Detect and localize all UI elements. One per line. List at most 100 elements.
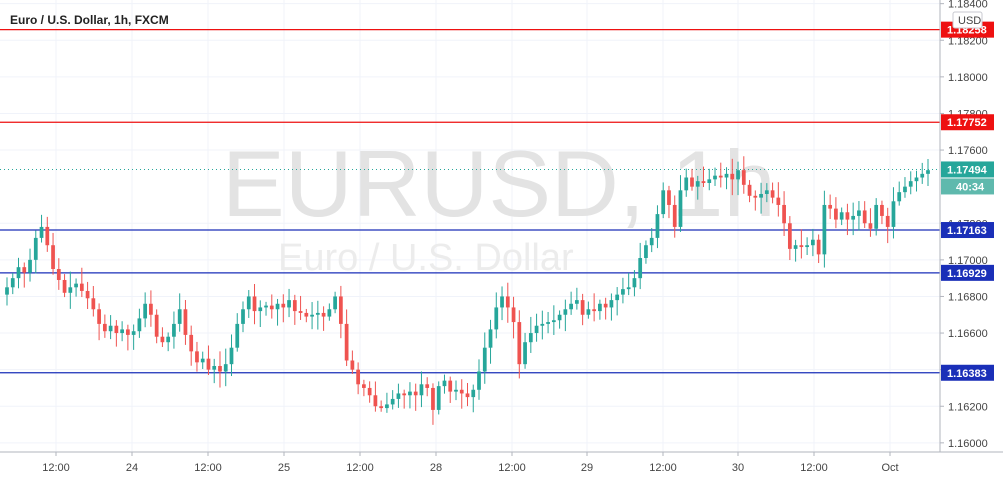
candle-body (546, 322, 550, 324)
candle-body (189, 334, 194, 352)
level-tag (941, 222, 994, 239)
candle-body (459, 389, 464, 394)
level-tag (941, 364, 994, 381)
candle-body (799, 245, 804, 248)
candle-body (362, 384, 366, 388)
x-tick-label: 12:00 (346, 462, 374, 474)
candle-body (390, 398, 395, 405)
candle-body (471, 389, 476, 398)
candle-body (609, 300, 614, 308)
candle-body (603, 303, 608, 308)
x-tick-label: 29 (581, 462, 593, 474)
candle-body (528, 333, 533, 343)
candle-body (16, 267, 21, 279)
candle-body (235, 323, 240, 348)
candle-body (373, 395, 378, 407)
candle-body (45, 226, 50, 246)
candle-body (166, 336, 171, 343)
level-tag (941, 114, 994, 131)
candle-body (172, 323, 176, 337)
x-tick-label: 28 (430, 462, 442, 474)
y-tick-label: 1.17600 (948, 145, 988, 157)
support-resistance-lines (0, 29, 940, 374)
candle-body (304, 312, 309, 317)
candle-body (344, 323, 349, 361)
candle-body (350, 360, 355, 370)
y-tick-label: 1.16600 (948, 328, 988, 340)
candle-body (707, 179, 712, 183)
currency-badge[interactable] (952, 11, 983, 29)
candle-body (787, 223, 792, 249)
candle-body (315, 312, 320, 315)
candle-body (39, 226, 44, 238)
candle-body (672, 204, 677, 227)
candle-body (477, 371, 481, 390)
candle-body (114, 325, 119, 334)
watermark-name: Euro / U.S. Dollar (278, 237, 574, 279)
x-tick-label: 12:00 (42, 462, 70, 474)
candle-body (10, 278, 15, 288)
candle-body (183, 309, 188, 335)
chart-title: Euro / U.S. Dollar, 1h, FXCM (10, 13, 169, 27)
candle-body (701, 181, 706, 183)
candle-body (223, 364, 228, 372)
candle-body (592, 309, 597, 312)
x-tick-label: 12:00 (194, 462, 222, 474)
candle-body (102, 323, 107, 332)
candle-body (436, 386, 441, 410)
candle-body (523, 342, 527, 365)
y-tick-label: 1.17000 (948, 255, 988, 267)
candle-body (805, 245, 809, 248)
candle-body (33, 237, 38, 260)
candle-body (551, 320, 556, 323)
candle-body (310, 314, 314, 317)
candle-body (200, 358, 205, 363)
watermark-symbol: EURUSD, 1h (222, 131, 776, 236)
time-axis[interactable] (0, 452, 940, 486)
x-tick-label: 12:00 (649, 462, 677, 474)
last-price-label: 1.17494 (947, 164, 988, 176)
candle-body (574, 300, 579, 304)
candle-body (448, 380, 453, 392)
candle-body (690, 177, 694, 187)
candle-body (822, 204, 827, 255)
candle-body (557, 314, 562, 321)
candle-body (408, 391, 412, 396)
candle-body (753, 195, 758, 198)
candle-body (488, 329, 493, 348)
candle-body (880, 204, 884, 216)
y-tick-label: 1.16000 (948, 438, 988, 450)
candle-body (413, 391, 418, 396)
candle-body (442, 380, 447, 387)
candle-body (212, 365, 217, 370)
candle-body (834, 208, 838, 220)
candle-body (793, 245, 798, 249)
candle-body (143, 303, 148, 319)
candle-body (632, 278, 637, 288)
candle-body (292, 300, 297, 312)
candle-body (494, 307, 499, 330)
candle-body (338, 296, 343, 324)
candle-body (74, 283, 78, 288)
candle-body (736, 170, 740, 180)
candle-body (385, 404, 389, 409)
candle-body (482, 347, 487, 372)
candle-body (252, 296, 257, 312)
candle-body (741, 170, 746, 185)
candle-body (684, 177, 689, 191)
candle-body (534, 325, 539, 334)
candle-body (920, 173, 925, 178)
candle-body (246, 296, 251, 310)
candle-body (874, 204, 879, 229)
candle-body (718, 175, 723, 178)
candle-body (264, 305, 268, 308)
candle-body (126, 329, 130, 335)
candle-body (137, 318, 142, 332)
candle-body (540, 323, 545, 326)
level-tag-label: 1.16383 (947, 368, 987, 380)
candle-body (5, 287, 9, 295)
candle-body (517, 322, 522, 365)
candle-body (764, 190, 769, 194)
